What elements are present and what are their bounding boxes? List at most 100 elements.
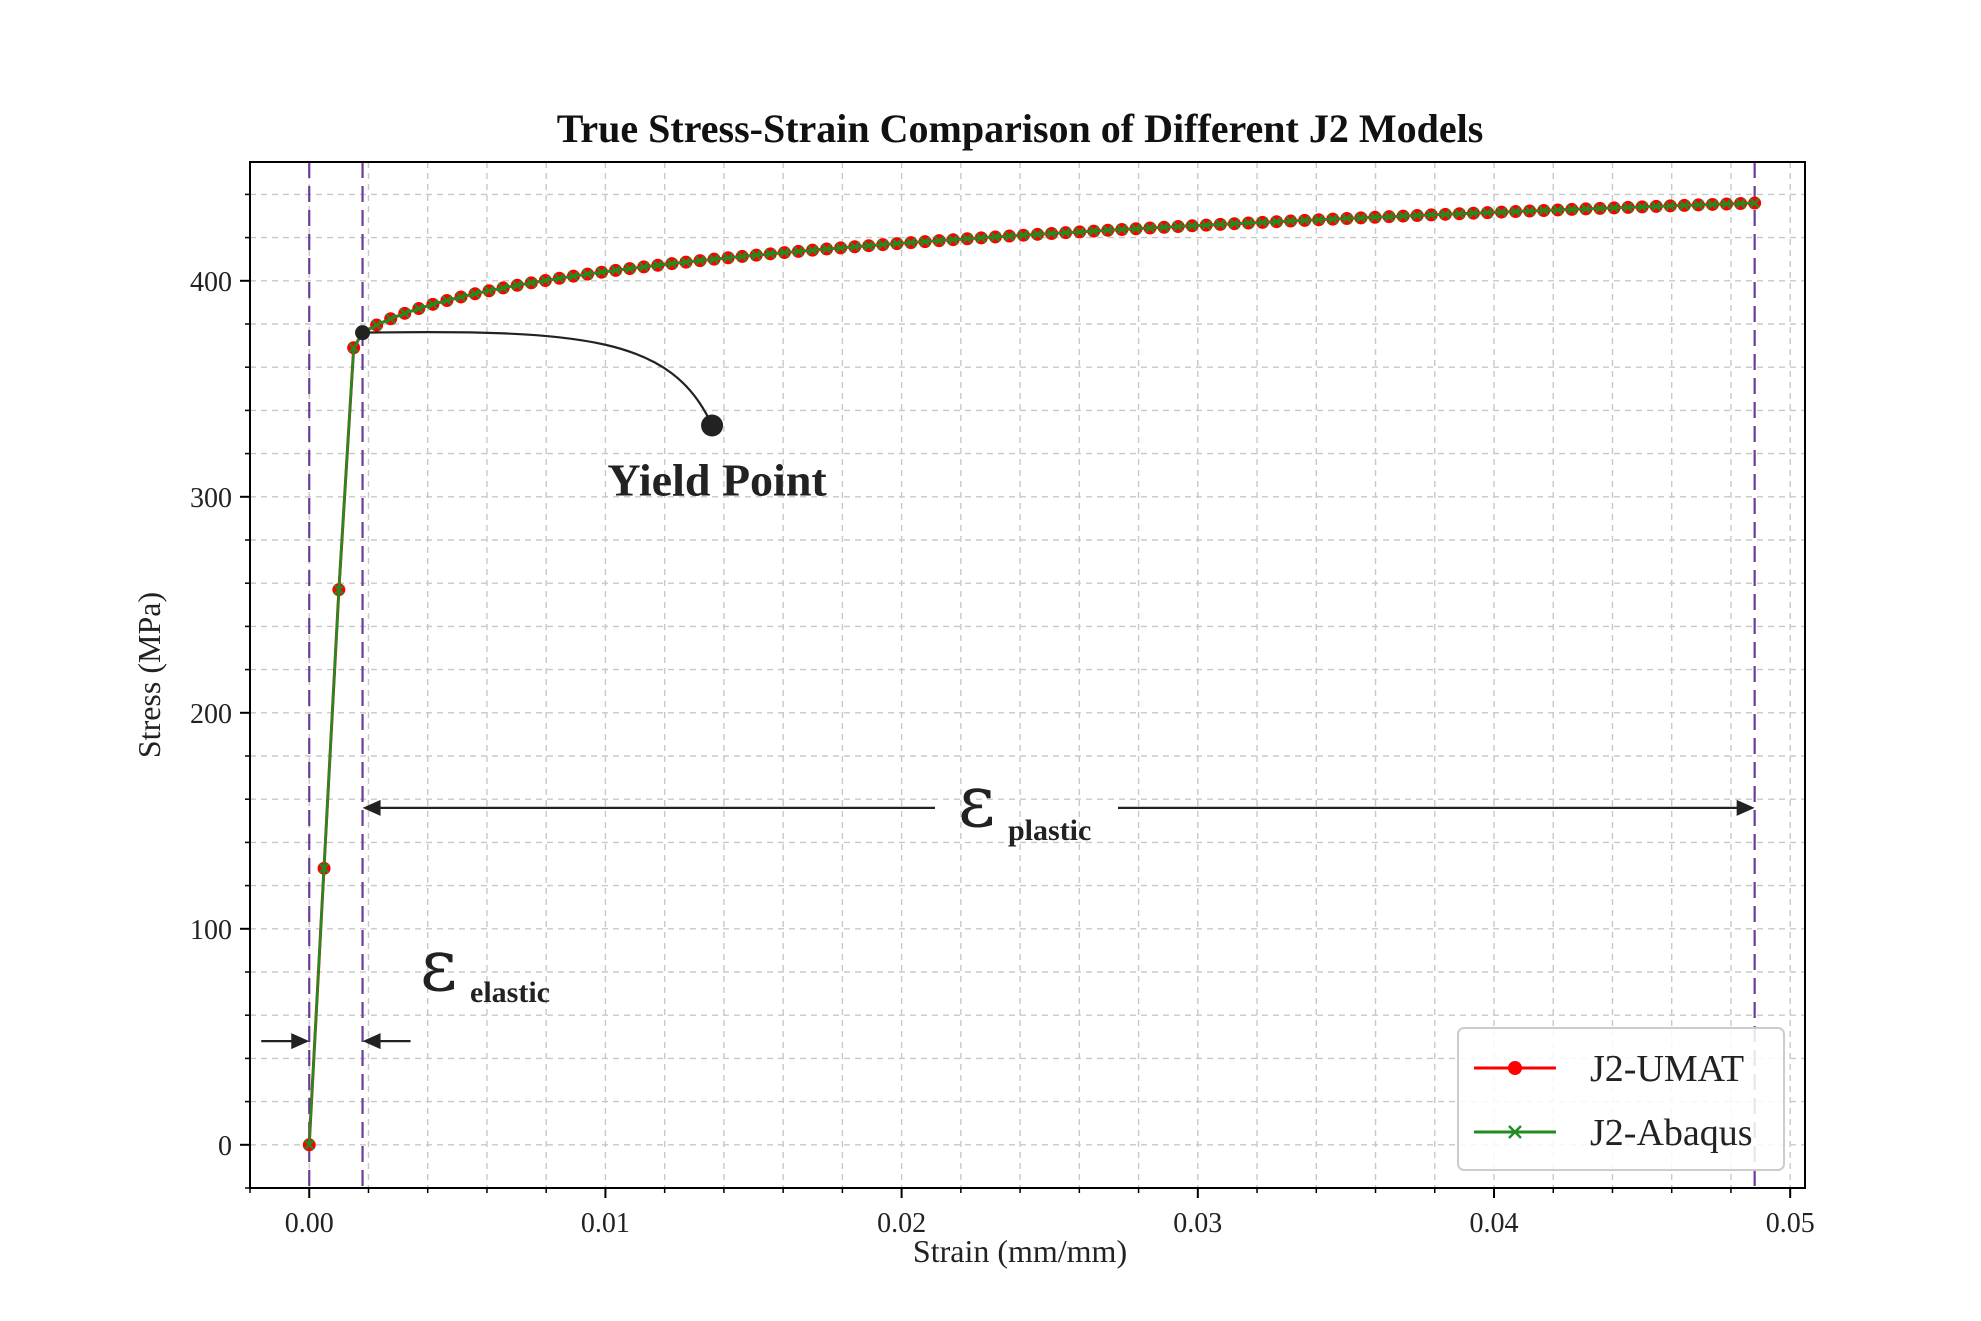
data-point-j2-abaqus [1665,200,1676,212]
data-point-j2-abaqus [1707,199,1718,210]
data-point-j2-abaqus [1285,215,1296,227]
data-point-j2-abaqus [1004,230,1015,242]
data-point-j2-abaqus [610,265,621,276]
data-point-j2-abaqus [1721,198,1732,210]
data-point-j2-abaqus [1172,221,1184,232]
data-point-j2-abaqus [1411,210,1423,221]
data-point-j2-abaqus [568,270,579,282]
data-point-j2-abaqus [596,266,607,278]
elastic-strain-arrowhead-right [362,1033,381,1050]
data-point-j2-abaqus [891,238,903,249]
legend-box [1457,1027,1785,1171]
data-point-j2-abaqus [835,242,846,254]
data-point-j2-abaqus [1468,207,1479,219]
data-point-j2-abaqus [1074,226,1085,238]
y-tick-label: 0 [218,1131,232,1162]
yield-point-anchor [701,414,724,437]
data-point-j2-abaqus [1355,212,1367,224]
elastic-strain-symbol: ε [420,923,457,1007]
data-point-j2-abaqus [469,288,481,300]
data-point-j2-abaqus [765,248,776,260]
plastic-strain-arrowhead-right [1736,799,1755,816]
data-point-j2-abaqus [303,1139,315,1151]
data-point-j2-abaqus [933,235,945,246]
data-point-j2-abaqus [947,234,959,245]
data-point-j2-abaqus [1341,213,1353,224]
data-point-j2-abaqus [1158,221,1170,233]
data-point-j2-abaqus [1608,202,1620,214]
data-point-j2-abaqus [975,232,987,244]
data-point-j2-abaqus [750,249,762,261]
data-point-j2-abaqus [1200,219,1212,231]
x-tick-label: 0.03 [1173,1208,1222,1239]
data-point-j2-abaqus [1496,206,1507,218]
elastic-strain-subscript: elastic [470,976,550,1009]
data-point-j2-abaqus [318,863,330,874]
yield-point-connector [362,331,714,426]
data-point-j2-abaqus [1454,208,1465,220]
data-point-j2-abaqus [722,252,734,264]
data-point-j2-abaqus [497,282,509,294]
x-tick-label: 0.01 [581,1208,630,1239]
plot-area-frame [249,161,1806,1189]
data-point-j2-abaqus [582,268,593,280]
data-point-j2-abaqus [1018,229,1029,241]
data-point-j2-abaqus [385,313,396,325]
data-point-j2-abaqus [455,291,467,303]
data-point-j2-abaqus [807,244,818,256]
data-point-j2-abaqus [694,255,706,266]
data-point-j2-abaqus [1440,209,1451,220]
data-point-j2-abaqus [1594,203,1606,214]
data-point-j2-abaqus [1116,224,1128,235]
data-point-j2-abaqus [526,277,537,289]
data-point-j2-abaqus [1482,207,1493,218]
data-point-j2-abaqus [371,319,382,331]
data-point-j2-abaqus [1299,215,1310,226]
axis-ticks: 0.00 0.01 0.02 0.03 0.04 0.05 0 100 200 300 400 [190,193,1815,1239]
data-point-j2-abaqus [1425,209,1437,221]
y-tick-label: 200 [190,699,232,730]
data-point-j2-abaqus [1032,229,1043,240]
data-point-j2-abaqus [348,342,359,354]
data-series [302,196,1762,1152]
data-point-j2-abaqus [1144,222,1156,234]
legend-marker-j2-umat [1508,1061,1522,1075]
data-point-j2-abaqus [624,263,635,274]
data-point-j2-abaqus [638,261,650,273]
data-point-j2-abaqus [990,231,1001,243]
data-point-j2-abaqus [666,258,678,269]
chart-title: True Stress-Strain Comparison of Differe… [557,106,1484,151]
series-line-j2-abaqus [307,201,1755,1145]
series-j2-abaqus [303,197,1760,1151]
plastic-strain-subscript: plastic [1008,814,1091,847]
x-tick-label: 0.05 [1766,1208,1815,1239]
data-point-j2-abaqus [1046,228,1057,239]
x-axis-label: Strain (mm/mm) [913,1233,1127,1269]
data-point-j2-abaqus [1693,199,1704,211]
data-point-j2-abaqus [1229,218,1240,229]
data-point-j2-abaqus [441,295,453,306]
data-point-j2-abaqus [1102,225,1114,236]
data-point-j2-abaqus [821,243,832,255]
data-point-j2-abaqus [1749,197,1760,209]
data-point-j2-abaqus [905,237,917,248]
legend-label-j2-umat: J2-UMAT [1590,1048,1744,1090]
data-point-j2-abaqus [1636,201,1648,213]
data-point-j2-abaqus [1215,219,1226,230]
data-point-j2-abaqus [1383,211,1395,222]
data-point-j2-abaqus [1735,198,1746,209]
elastic-strain-arrowhead-left [291,1033,310,1050]
data-point-j2-abaqus [1186,220,1198,232]
data-point-j2-abaqus [961,233,973,245]
data-point-j2-abaqus [849,241,860,253]
data-point-j2-abaqus [919,236,931,247]
data-point-j2-abaqus [1679,200,1690,211]
data-point-j2-abaqus [1327,213,1339,225]
data-point-j2-abaqus [399,308,411,319]
data-point-j2-abaqus [1397,210,1409,222]
plastic-strain-symbol: ε [958,759,995,843]
data-point-j2-abaqus [1566,204,1578,215]
data-point-j2-abaqus [779,247,790,258]
data-point-j2-abaqus [427,299,439,310]
